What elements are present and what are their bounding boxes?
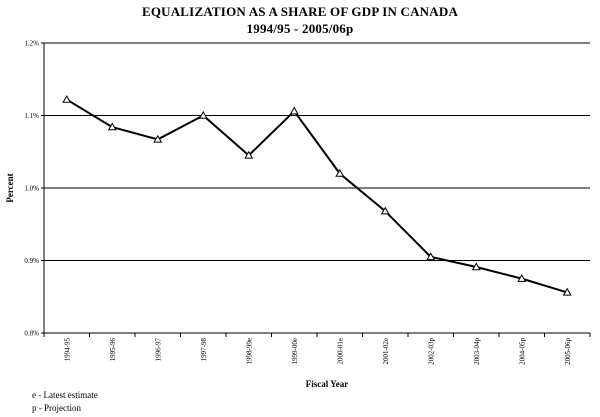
data-point-marker [244,150,254,159]
series-line [66,98,568,294]
data-point-marker [153,134,163,143]
x-tick-label: 1995-96 [109,338,117,362]
y-tick-label: 1.1% [24,112,39,120]
y-tick-label: 1.2% [24,40,39,48]
data-point-marker [335,168,345,177]
x-tick-label: 1999-00e [291,338,299,364]
x-tick-label: 2001-02e [382,338,390,364]
x-tick-label: 1998-99e [245,338,253,364]
footnote-projection: p - Projection [32,403,81,413]
data-point-marker [107,122,117,131]
x-tick-label: 2003-04p [473,338,481,365]
x-tick-label: 1996-97 [154,338,162,362]
data-point-marker [198,110,208,119]
data-point-marker [471,262,481,271]
chart-subtitle: 1994/95 - 2005/06p [246,21,354,36]
data-point-marker [426,252,436,261]
data-point-marker [380,206,390,215]
y-axis-title: Percent [5,173,15,202]
x-tick-label: 1997-98 [200,338,208,362]
chart-title: EQUALIZATION AS A SHARE OF GDP IN CANADA [141,4,459,19]
y-tick-label: 0.9% [24,257,39,265]
data-point-marker [62,94,72,103]
x-tick-label: 2000-01e [336,338,344,364]
data-point-marker [562,287,572,296]
x-tick-label: 2004-05p [518,338,526,365]
x-tick-label: 2002-03p [427,338,435,365]
y-tick-label: 1.0% [24,185,39,193]
y-tick-label: 0.8% [24,330,39,338]
x-axis-title: Fiscal Year [306,379,348,389]
footnote-estimate: e - Latest estimate [32,390,98,400]
data-point-marker [289,106,299,115]
x-tick-label: 1994-95 [63,338,71,362]
x-tick-label: 2005-06p [564,338,572,365]
data-point-marker [517,274,527,282]
